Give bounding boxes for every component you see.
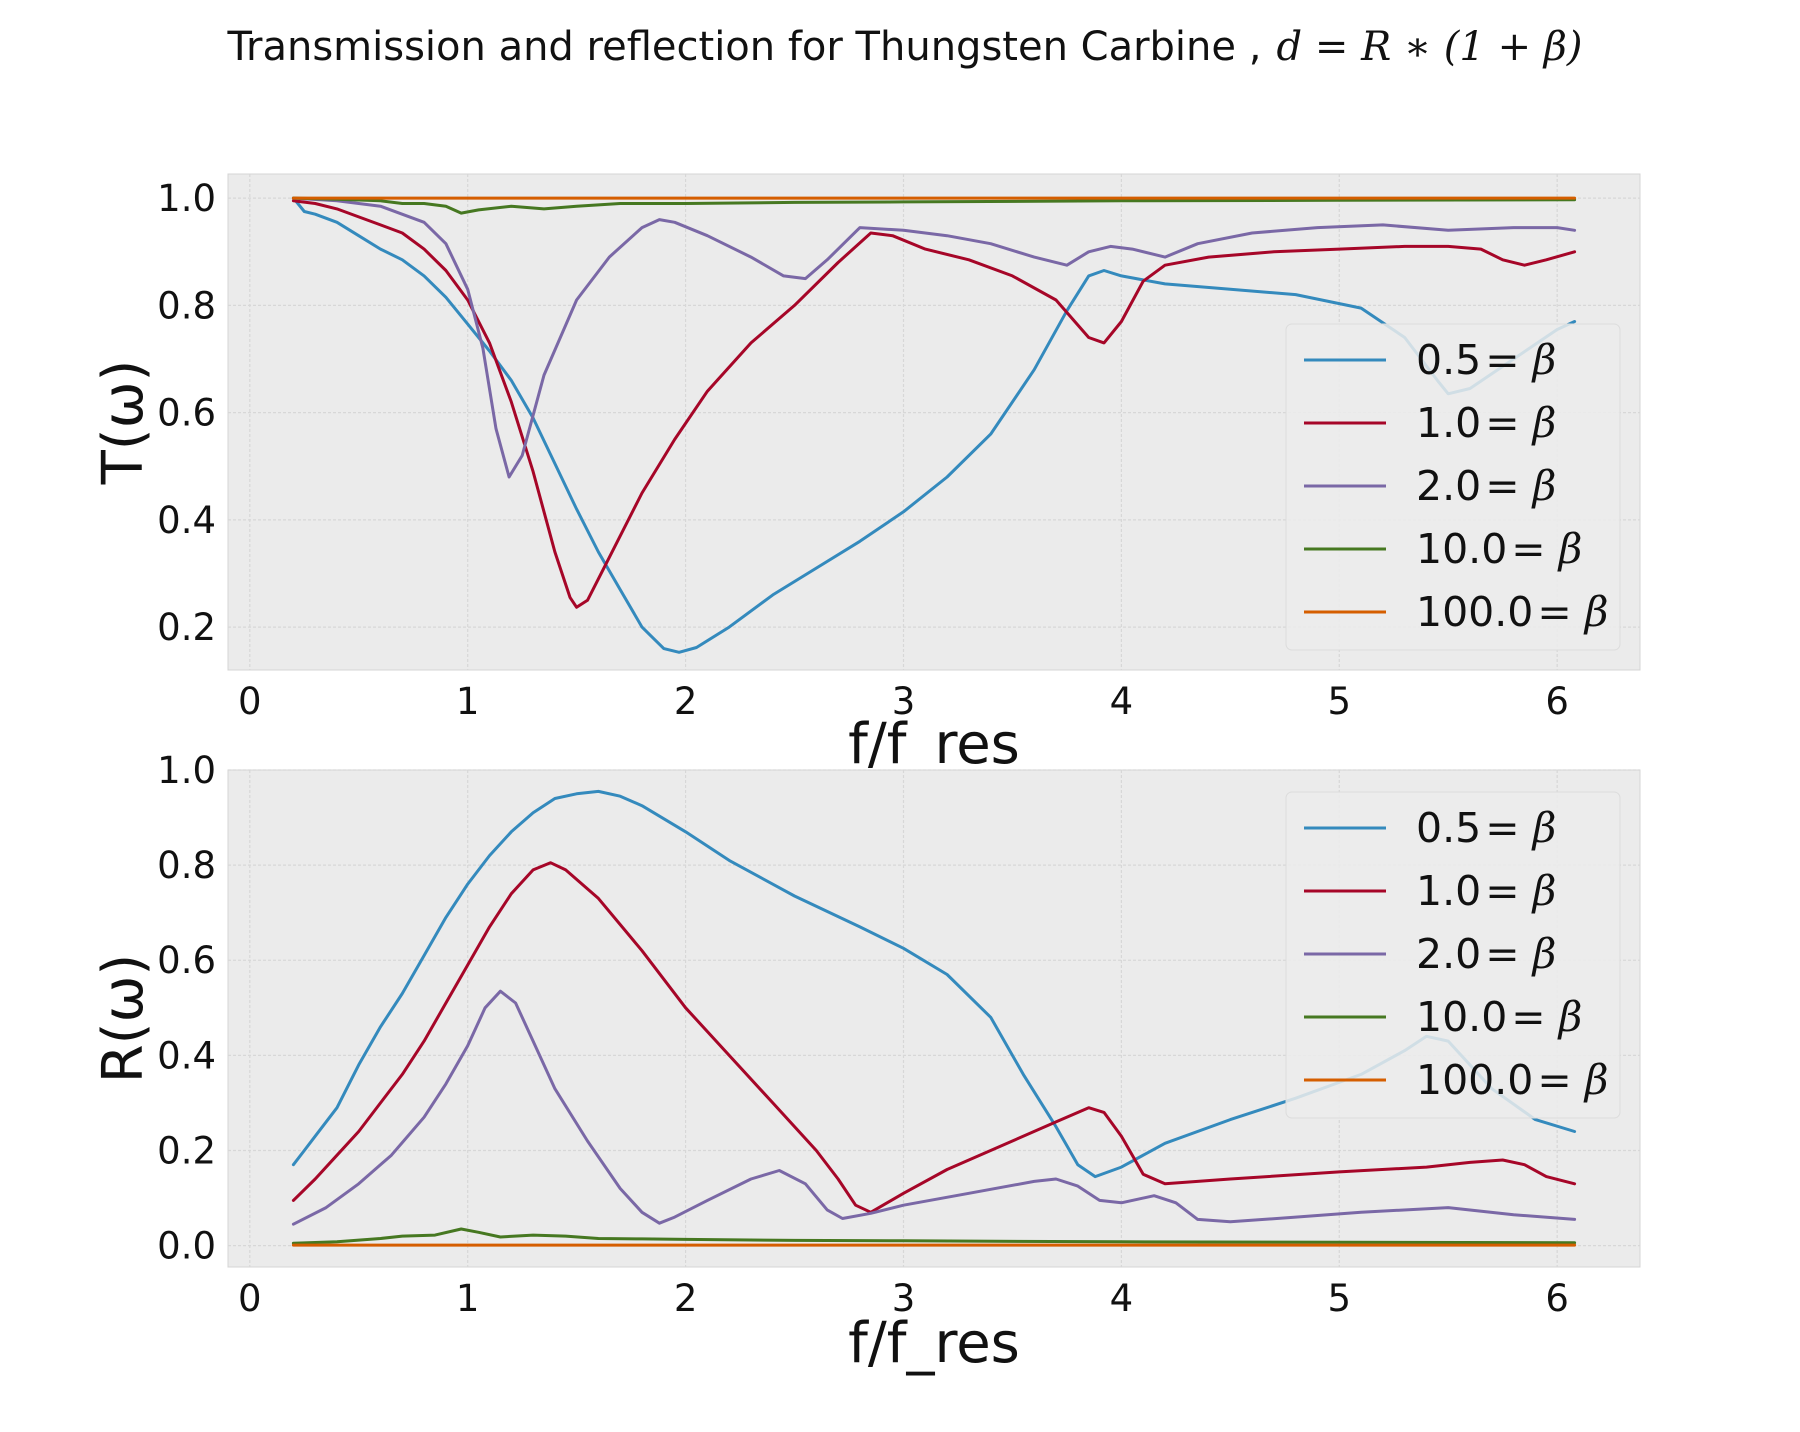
transmission-legend: 0.5= β 1.0= β 2.0= β 10.0= β 100.0= β (1285, 323, 1621, 651)
transmission-legend-label: 0.5= β (1416, 336, 1556, 384)
transmission-x-tick-label: 5 (1328, 680, 1352, 723)
transmission-x-tick-label: 6 (1545, 680, 1569, 723)
reflection-series-line-1-0 (291, 861, 1577, 1214)
reflection-legend-label: 10.0= β (1416, 993, 1582, 1041)
reflection-x-tick-label: 5 (1328, 1277, 1352, 1320)
reflection-y-tick-label: 0.6 (157, 939, 216, 982)
transmission-legend-box (1285, 323, 1621, 651)
transmission-x-tick-label: 0 (238, 680, 262, 723)
reflection-series-line-2-0 (291, 989, 1577, 1226)
transmission-legend-label: 10.0= β (1416, 525, 1582, 573)
reflection-x-axis-label: f/f_res (848, 1311, 1020, 1376)
reflection-chart: 0 1 2 3 4 5 6 0.0 0.2 0.4 0.6 0.8 1.0 f/f_res R(ω) 0.5=… (91, 749, 1641, 1376)
transmission-series-line-10-0 (291, 196, 1577, 215)
transmission-legend-label: 2.0= β (1416, 462, 1556, 510)
reflection-x-tick-label: 2 (674, 1277, 698, 1320)
transmission-y-axis-label: T(ω) (91, 360, 156, 486)
reflection-y-tick-label: 1.0 (157, 749, 216, 792)
transmission-y-tick-label: 0.6 (157, 392, 216, 435)
transmission-x-tick-label: 4 (1110, 680, 1134, 723)
transmission-series-line-1-0 (291, 199, 1577, 609)
transmission-y-tick-label: 0.8 (157, 284, 216, 327)
transmission-legend-label: 100.0= β (1416, 588, 1608, 636)
reflection-x-tick-label: 0 (238, 1277, 262, 1320)
figure-title: Transmission and reflection for Thungste… (226, 24, 1582, 70)
reflection-x-tick-label: 1 (456, 1277, 480, 1320)
transmission-y-tick-label: 0.2 (157, 606, 216, 649)
reflection-x-tick-label: 6 (1545, 1277, 1569, 1320)
transmission-y-tick-label: 1.0 (157, 177, 216, 220)
reflection-y-tick-label: 0.2 (157, 1129, 216, 1172)
transmission-series-line-0-5 (291, 196, 1577, 654)
transmission-legend-label: 1.0= β (1416, 399, 1556, 447)
reflection-y-tick-label: 0.4 (157, 1034, 216, 1077)
reflection-legend-label: 100.0= β (1416, 1056, 1608, 1104)
reflection-y-tick-label: 0.0 (157, 1225, 216, 1268)
reflection-legend-label: 0.5= β (1416, 804, 1556, 852)
figure-title-text: Transmission and reflection for Thungste… (226, 24, 1261, 70)
reflection-series-group (291, 789, 1577, 1247)
transmission-x-axis-label: f/f_res (848, 712, 1020, 777)
transmission-x-tick-label: 1 (456, 680, 480, 723)
transmission-series-line-2-0 (291, 196, 1577, 479)
reflection-x-tick-label: 4 (1110, 1277, 1134, 1320)
reflection-legend-label: 2.0= β (1416, 930, 1556, 978)
transmission-x-tick-label: 2 (674, 680, 698, 723)
reflection-legend: 0.5= β 1.0= β 2.0= β 10.0= β 100.0= β (1285, 791, 1621, 1119)
transmission-chart: 0 1 2 3 4 5 6 0.2 0.4 0.6 0.8 1.0 f/f_res T(ω) 0.5= β 1… (91, 173, 1641, 777)
transmission-series-group (291, 196, 1577, 654)
reflection-x-tick-label: 3 (892, 1277, 916, 1320)
transmission-y-tick-label: 0.4 (157, 499, 216, 542)
transmission-x-tick-label: 3 (892, 680, 916, 723)
reflection-legend-label: 1.0= β (1416, 867, 1556, 915)
reflection-legend-box (1285, 791, 1621, 1119)
reflection-series-line-10-0 (291, 1227, 1577, 1245)
reflection-y-tick-label: 0.8 (157, 844, 216, 887)
figure-title-math: d = R ∗ (1 + β) (1277, 24, 1583, 70)
reflection-y-axis-label: R(ω) (91, 954, 156, 1084)
